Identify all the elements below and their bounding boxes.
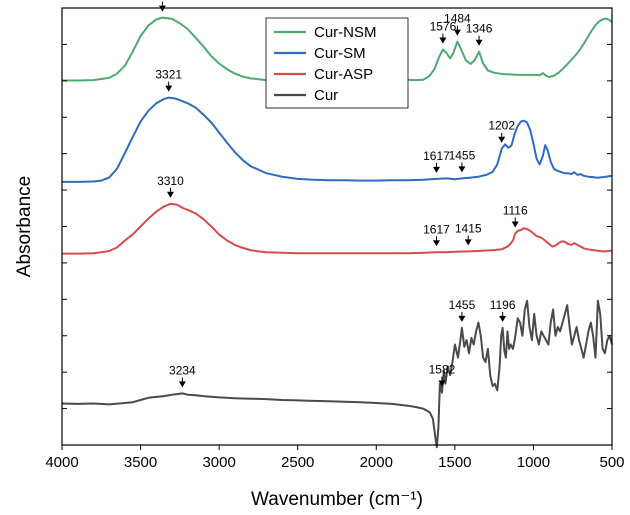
series-line-cur-nsm [62, 16, 613, 82]
annotation-label: 1196 [490, 298, 516, 312]
legend-entry: Cur-NSM [314, 24, 377, 41]
annotation-label: 3361 [149, 0, 176, 2]
x-tick-label: 3500 [124, 454, 157, 471]
x-tick-label: 1500 [438, 454, 471, 471]
annotation-arrowhead [439, 37, 447, 44]
annotation-arrowhead [475, 39, 483, 46]
annotation-label: 1576 [430, 20, 457, 34]
x-tick-label: 3000 [202, 454, 235, 471]
annotation-label: 1455 [449, 148, 476, 162]
x-tick-label: 1000 [517, 454, 550, 471]
annotation-label: 1617 [423, 149, 450, 163]
annotation-arrowhead [499, 315, 507, 322]
x-tick-label: 2000 [360, 454, 393, 471]
annotation-label: 1202 [488, 119, 515, 133]
y-axis-label: Absorbance [14, 176, 35, 277]
annotation-arrowhead [165, 85, 173, 92]
series-line-cur-asp [62, 202, 613, 255]
annotation-arrowhead [458, 315, 466, 322]
x-tick-label: 2500 [281, 454, 314, 471]
annotation-arrowhead [166, 191, 174, 198]
annotation-label: 1346 [466, 22, 493, 36]
axes [61, 7, 613, 446]
series-lines [61, 16, 613, 449]
annotation-arrowhead [458, 166, 466, 173]
x-tick-label: 500 [599, 454, 624, 471]
annotation-arrowhead [432, 240, 440, 247]
annotation-label: 3234 [169, 363, 196, 377]
annotation-arrowhead [178, 381, 186, 388]
series-line-cur-sm [62, 96, 613, 183]
x-tick-label: 4000 [45, 454, 78, 471]
annotation-label: 3321 [155, 68, 182, 82]
legend-entry: Cur-ASP [314, 66, 373, 83]
annotation-label: 3310 [157, 174, 184, 188]
annotation-label: 1582 [429, 363, 456, 377]
annotation-label: 1116 [503, 203, 528, 217]
annotation-label: 1484 [444, 12, 471, 26]
x-axis-label: Wavenumber (cm⁻¹) [251, 489, 423, 510]
annotation-label: 1617 [423, 222, 450, 236]
annotation-label: 1415 [455, 221, 482, 235]
annotation-arrowhead [438, 380, 446, 387]
peak-annotations: 3361157614841346332116171455120233101617… [149, 0, 528, 388]
series-line-cur [61, 299, 613, 449]
x-axis-ticks: 4000 3500 3000 2500 2000 1500 1000 500 [45, 445, 625, 471]
annotation-arrowhead [158, 5, 166, 12]
annotation-arrowhead [511, 221, 519, 228]
annotation-arrowhead [453, 29, 461, 36]
annotation-arrowhead [464, 239, 472, 246]
annotation-arrowhead [432, 166, 440, 173]
annotation-label: 1455 [449, 298, 476, 312]
legend: Cur-NSM Cur-SM Cur-ASP Cur [265, 17, 409, 109]
legend-entry: Cur-SM [314, 45, 366, 62]
legend-entry: Cur [314, 87, 338, 104]
annotation-arrowhead [498, 136, 506, 143]
